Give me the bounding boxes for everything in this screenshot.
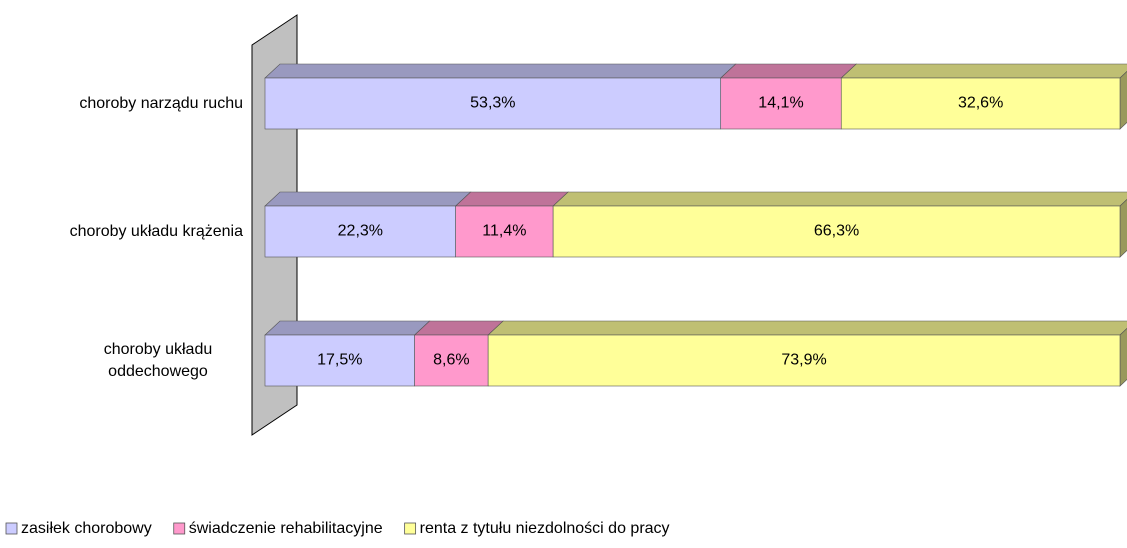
bar (455, 205, 554, 258)
value-label: 17,5% (317, 352, 362, 369)
bar (840, 77, 1121, 130)
legend-swatch (173, 522, 186, 535)
category-label: choroby układu krążenia (69, 222, 243, 240)
bar-top (719, 63, 858, 79)
bar-top (264, 320, 431, 336)
bar (487, 334, 1121, 387)
legend-label: świadczenie rehabilitacyjne (189, 520, 383, 537)
value-label: 32,6% (958, 95, 1003, 112)
bar (264, 205, 456, 258)
bar (552, 205, 1121, 258)
bar-top (413, 320, 504, 336)
bar-top (487, 320, 1127, 336)
bar (264, 77, 722, 130)
bar-top (454, 191, 569, 207)
category-label: choroby narządu ruchu (79, 94, 243, 112)
bar (264, 334, 415, 387)
bar (720, 77, 842, 130)
value-label: 8,6% (433, 352, 469, 369)
bar-top (840, 63, 1127, 79)
bar-top (264, 191, 472, 207)
legend-label: renta z tytułu niezdolności do pracy (420, 520, 670, 537)
bar-top (264, 63, 737, 79)
legend-label: zasiłek chorobowy (21, 520, 152, 537)
value-label: 22,3% (338, 223, 383, 240)
value-label: 53,3% (470, 95, 515, 112)
value-label: 11,4% (482, 223, 526, 240)
bar (414, 334, 489, 387)
category-label: choroby układu oddechowego (103, 340, 213, 380)
legend-swatch (404, 522, 417, 535)
value-label: 73,9% (781, 352, 826, 369)
value-label: 66,3% (814, 223, 859, 240)
legend-swatch (5, 522, 18, 535)
bar-top (552, 191, 1127, 207)
value-label: 14,1% (758, 95, 803, 112)
